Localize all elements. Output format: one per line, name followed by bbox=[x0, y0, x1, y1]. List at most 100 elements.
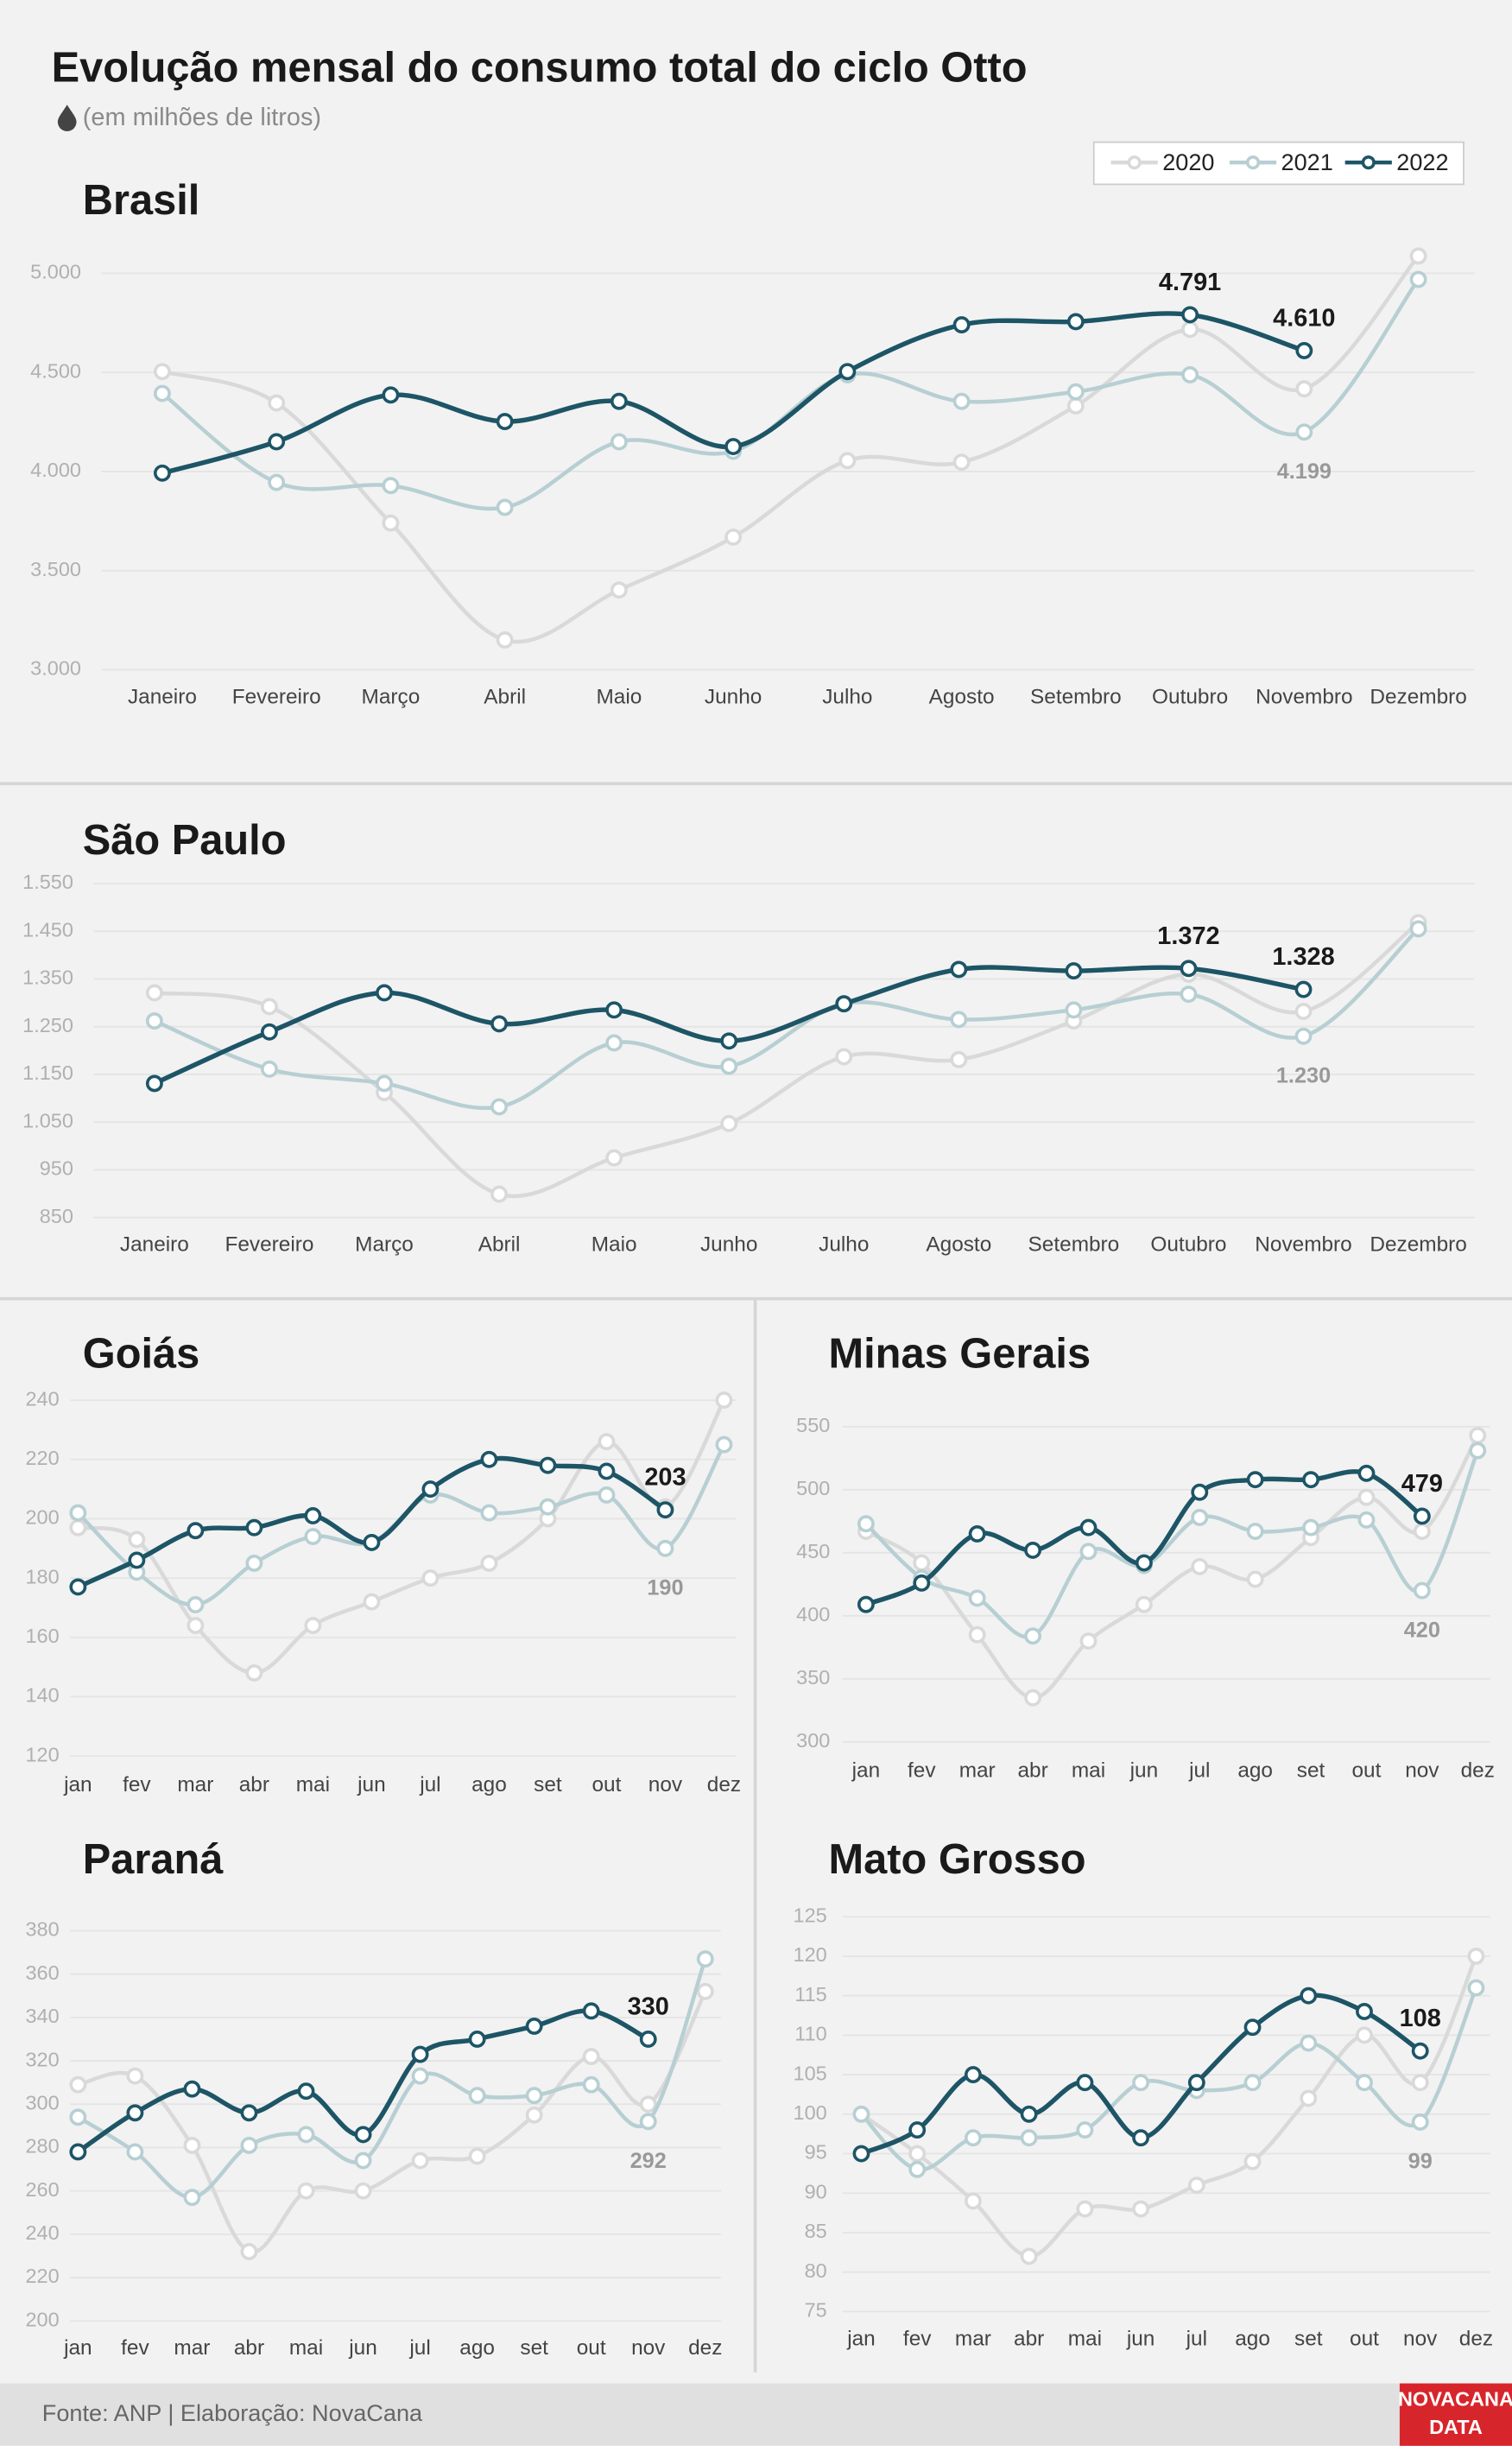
data-point bbox=[1356, 2003, 1373, 2020]
data-point bbox=[354, 2182, 372, 2200]
x-tick-label: jan bbox=[63, 1773, 92, 1796]
data-point bbox=[1302, 1518, 1319, 1537]
data-point bbox=[582, 2075, 600, 2094]
data-point bbox=[145, 984, 163, 1002]
subtitle: (em milhões de litros) bbox=[83, 104, 321, 131]
x-tick-label: ago bbox=[471, 1773, 507, 1796]
data-point bbox=[1356, 2074, 1373, 2092]
data-point bbox=[261, 998, 278, 1016]
data-point bbox=[183, 2137, 201, 2154]
data-point bbox=[913, 1574, 931, 1592]
panel-title: Brasil bbox=[83, 177, 200, 224]
x-tick-label: mai bbox=[296, 1773, 330, 1796]
x-tick-label: jan bbox=[846, 2327, 876, 2350]
series-line bbox=[154, 927, 1420, 1111]
data-point bbox=[187, 1617, 205, 1634]
x-tick-label: mar bbox=[177, 1773, 213, 1796]
x-tick-label: dez bbox=[707, 1773, 741, 1796]
data-point bbox=[382, 477, 400, 495]
data-point bbox=[376, 984, 393, 1002]
data-point bbox=[857, 1595, 875, 1613]
x-tick-label: Outubro bbox=[1150, 1233, 1226, 1257]
data-point bbox=[1295, 423, 1313, 441]
x-tick-label: Setembro bbox=[1030, 685, 1122, 708]
data-point bbox=[1357, 1488, 1376, 1506]
data-label: 203 bbox=[644, 1464, 686, 1492]
panel-title: Minas Gerais bbox=[829, 1330, 1091, 1377]
data-point bbox=[261, 1060, 278, 1078]
data-point bbox=[656, 1501, 674, 1519]
y-tick-label: 220 bbox=[25, 2265, 59, 2287]
data-point bbox=[1302, 1471, 1319, 1489]
data-label: 330 bbox=[628, 1993, 669, 2020]
panel-title: Goiás bbox=[83, 1330, 200, 1377]
x-tick-label: Setembro bbox=[1028, 1233, 1120, 1257]
x-tick-label: jan bbox=[851, 1759, 881, 1783]
y-tick-label: 120 bbox=[794, 1943, 827, 1966]
data-point bbox=[720, 1032, 738, 1050]
data-point bbox=[950, 1050, 968, 1068]
y-tick-label: 320 bbox=[25, 2048, 59, 2070]
data-point bbox=[1191, 1509, 1209, 1526]
data-point bbox=[496, 498, 514, 516]
y-tick-label: 1.350 bbox=[22, 966, 73, 989]
y-tick-label: 180 bbox=[25, 1565, 59, 1587]
brand: NOVACANA bbox=[1398, 2388, 1512, 2411]
data-point bbox=[496, 631, 514, 649]
x-tick-label: Agosto bbox=[926, 1233, 991, 1257]
data-point bbox=[598, 1433, 616, 1451]
data-point bbox=[69, 2075, 87, 2094]
x-tick-label: Julho bbox=[822, 685, 872, 708]
x-tick-label: jun bbox=[348, 2336, 377, 2360]
data-point bbox=[126, 2143, 144, 2161]
data-point bbox=[1191, 1557, 1209, 1575]
data-label: 4.610 bbox=[1273, 304, 1335, 332]
x-tick-label: Maio bbox=[596, 685, 642, 708]
y-tick-label: 85 bbox=[805, 2220, 827, 2242]
x-tick-label: Dezembro bbox=[1370, 685, 1466, 708]
data-point bbox=[696, 1982, 714, 2000]
y-tick-label: 105 bbox=[794, 2062, 827, 2084]
y-tick-label: 1.250 bbox=[22, 1014, 73, 1036]
y-tick-label: 260 bbox=[25, 2178, 59, 2201]
data-point bbox=[968, 1524, 986, 1543]
y-tick-label: 80 bbox=[805, 2259, 827, 2282]
data-point bbox=[1413, 1523, 1431, 1540]
x-tick-label: abr bbox=[1017, 1759, 1047, 1783]
data-point bbox=[656, 1539, 674, 1557]
data-point bbox=[480, 1450, 498, 1468]
data-point bbox=[1467, 1947, 1485, 1965]
data-point bbox=[1246, 1471, 1264, 1489]
data-point bbox=[245, 1518, 263, 1537]
x-tick-label: out bbox=[577, 2336, 606, 2360]
data-point bbox=[724, 528, 743, 546]
x-tick-label: Março bbox=[355, 1233, 414, 1257]
y-tick-label: 850 bbox=[40, 1205, 73, 1227]
data-point bbox=[1243, 2152, 1262, 2170]
data-point bbox=[1066, 397, 1085, 415]
data-point bbox=[539, 1498, 557, 1516]
data-point bbox=[852, 2105, 870, 2123]
data-point bbox=[1076, 2074, 1094, 2092]
data-point bbox=[1294, 1003, 1313, 1020]
data-point bbox=[1411, 2074, 1429, 2092]
data-point bbox=[1065, 962, 1083, 980]
series-line bbox=[161, 278, 1420, 511]
data-point bbox=[1024, 1689, 1042, 1707]
data-point bbox=[245, 1554, 263, 1572]
data-label: 4.199 bbox=[1277, 459, 1332, 484]
y-tick-label: 1.450 bbox=[22, 918, 73, 941]
data-label: 1.230 bbox=[1276, 1063, 1331, 1087]
data-point bbox=[153, 464, 171, 482]
data-point bbox=[1467, 1979, 1485, 1997]
data-point bbox=[952, 316, 971, 334]
data-point bbox=[421, 1480, 440, 1499]
y-tick-label: 550 bbox=[796, 1414, 830, 1436]
y-tick-label: 160 bbox=[25, 1625, 59, 1647]
data-point bbox=[1409, 270, 1427, 288]
data-point bbox=[610, 433, 628, 451]
data-point bbox=[1065, 1001, 1083, 1019]
data-point bbox=[639, 2031, 657, 2048]
panel-title: Paraná bbox=[83, 1836, 225, 1883]
x-tick-label: jan bbox=[63, 2336, 92, 2360]
